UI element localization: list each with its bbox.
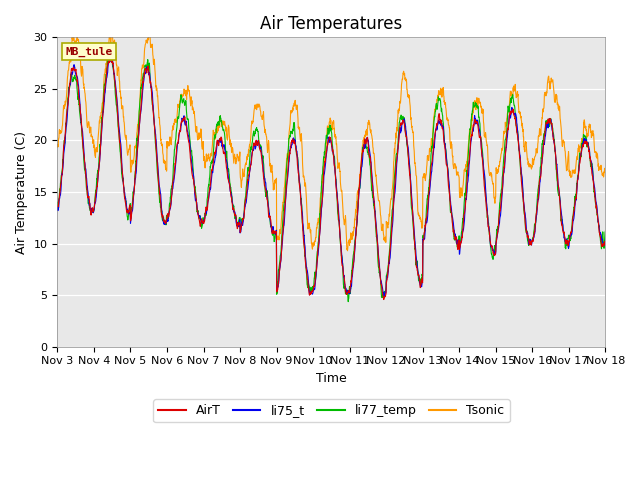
AirT <box>207 182 214 188</box>
Line: li75_t: li75_t <box>58 55 605 296</box>
li75_t <box>380 293 388 299</box>
AirT <box>569 218 577 224</box>
Text: MB_tule: MB_tule <box>66 47 113 57</box>
li75_t <box>360 146 367 152</box>
li77_temp <box>602 228 609 234</box>
li77_temp <box>344 299 352 304</box>
Tsonic <box>344 248 351 253</box>
AirT <box>54 204 61 209</box>
Tsonic <box>360 139 367 145</box>
Line: AirT: AirT <box>58 59 605 300</box>
li77_temp <box>491 248 499 254</box>
li75_t <box>54 205 61 211</box>
AirT <box>108 56 115 61</box>
Tsonic <box>348 231 355 237</box>
li75_t <box>348 283 355 289</box>
li75_t <box>569 223 577 228</box>
Tsonic <box>554 102 561 108</box>
Tsonic <box>207 154 214 160</box>
Tsonic <box>569 168 577 173</box>
AirT <box>602 240 609 246</box>
X-axis label: Time: Time <box>316 372 347 385</box>
AirT <box>554 174 561 180</box>
Tsonic <box>54 144 61 150</box>
li77_temp <box>207 164 214 170</box>
Title: Air Temperatures: Air Temperatures <box>260 15 403 33</box>
Y-axis label: Air Temperature (C): Air Temperature (C) <box>15 131 28 253</box>
AirT <box>491 252 499 258</box>
li77_temp <box>360 148 367 154</box>
AirT <box>360 149 367 155</box>
Tsonic <box>491 200 499 206</box>
li75_t <box>106 52 113 58</box>
li75_t <box>554 169 561 175</box>
li77_temp <box>105 52 113 58</box>
Tsonic <box>602 169 609 175</box>
li75_t <box>207 186 214 192</box>
AirT <box>380 297 388 302</box>
li75_t <box>602 238 609 244</box>
li77_temp <box>54 205 61 211</box>
Line: li77_temp: li77_temp <box>58 55 605 301</box>
li77_temp <box>554 178 561 184</box>
Legend: AirT, li75_t, li77_temp, Tsonic: AirT, li75_t, li77_temp, Tsonic <box>153 399 509 422</box>
li77_temp <box>569 215 577 221</box>
Tsonic <box>108 25 116 31</box>
Line: Tsonic: Tsonic <box>58 28 605 251</box>
li77_temp <box>348 270 355 276</box>
AirT <box>348 279 355 285</box>
li75_t <box>491 251 499 256</box>
